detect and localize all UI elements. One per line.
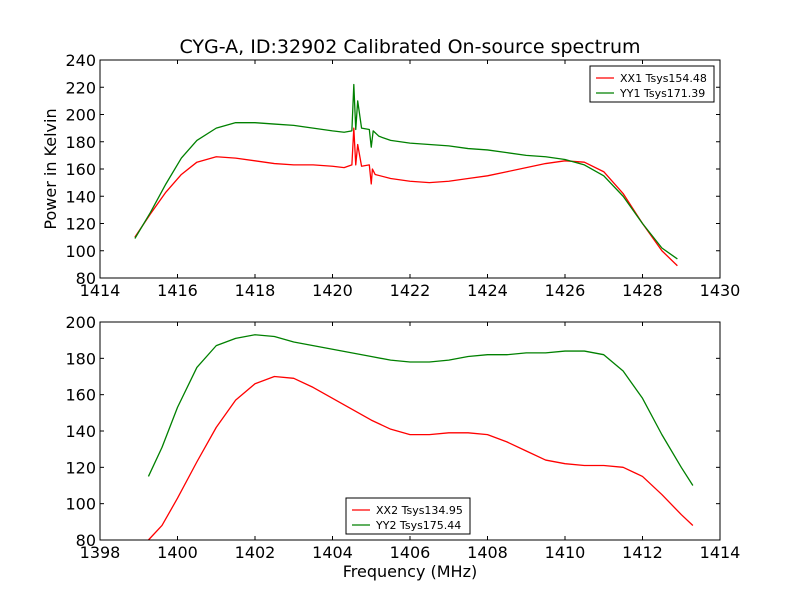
y-tick-label: 100 (65, 495, 96, 514)
x-tick-label: 1428 (622, 281, 663, 300)
bottom-plot-panel: 1398 1400 1402 1404 1406 1408 1410 1412 1414 80 10… (65, 313, 740, 562)
legend-label: XX1 Tsys154.48 (620, 72, 707, 85)
y-tick-label: 80 (76, 269, 96, 288)
series-line-1-2 (134, 83, 678, 260)
x-axis-label: Frequency (MHz) (343, 562, 477, 581)
legend-box (589, 65, 715, 103)
x-tick-label: 1404 (312, 543, 353, 562)
x-tick-label: 1408 (467, 543, 508, 562)
x-tick-label: 1416 (157, 281, 198, 300)
legend-label: XX2 Tsys134.95 (376, 504, 463, 517)
x-tick-label: 1410 (545, 543, 586, 562)
top-plot-panel: 1414 1416 1418 1420 1422 1424 1426 1428 1430 80 10… (65, 51, 740, 300)
legend: XX2 Tsys134.95 YY2 Tsys175.44 (345, 497, 471, 535)
x-tick-label: 1422 (390, 281, 431, 300)
legend-label: YY2 Tsys175.44 (375, 519, 461, 532)
legend-box (345, 497, 471, 535)
series-line-1-1 (134, 127, 678, 267)
y-tick-label: 140 (65, 422, 96, 441)
x-tick-label: 1426 (545, 281, 586, 300)
x-tick-label: 1402 (235, 543, 276, 562)
series-line-2-1 (147, 375, 694, 541)
y-tick-label: 160 (65, 386, 96, 405)
y-tick-label: 120 (65, 458, 96, 477)
y-tick-label: 120 (65, 215, 96, 234)
y-tick-label: 180 (65, 133, 96, 152)
x-tick-label: 1414 (80, 281, 121, 300)
x-tick-label: 1430 (700, 281, 741, 300)
y-tick-label: 220 (65, 78, 96, 97)
x-tick-label: 1420 (312, 281, 353, 300)
x-tick-label: 1424 (467, 281, 508, 300)
series-line-2-2 (147, 334, 694, 486)
y-axis-label: Power in Kelvin (41, 108, 60, 229)
x-tick-label: 1398 (80, 543, 121, 562)
legend: XX1 Tsys154.48 YY1 Tsys171.39 (589, 65, 715, 103)
x-tick-label: 1400 (157, 543, 198, 562)
x-tick-label: 1412 (622, 543, 663, 562)
y-tick-label: 240 (65, 51, 96, 70)
x-tick-label: 1414 (700, 543, 741, 562)
x-tick-label: 1418 (235, 281, 276, 300)
y-tick-label: 200 (65, 313, 96, 332)
y-tick-label: 140 (65, 187, 96, 206)
y-tick-label: 160 (65, 160, 96, 179)
y-tick-label: 200 (65, 106, 96, 125)
y-tick-label: 180 (65, 349, 96, 368)
y-tick-label: 100 (65, 242, 96, 261)
x-tick-label: 1406 (390, 543, 431, 562)
legend-label: YY1 Tsys171.39 (619, 87, 705, 100)
y-tick-label: 80 (76, 531, 96, 550)
chart-title: CYG-A, ID:32902 Calibrated On-source spe… (179, 36, 640, 58)
